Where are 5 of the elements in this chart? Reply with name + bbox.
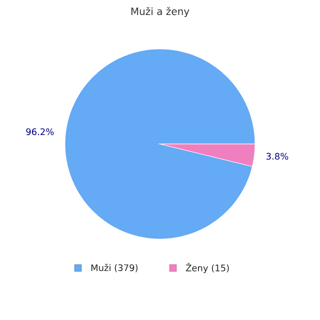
legend-label: Muži (379) <box>91 264 138 272</box>
data-label: 3.8% <box>266 152 288 160</box>
legend-label: Ženy (15) <box>186 262 229 274</box>
data-label: 96.2% <box>26 128 54 136</box>
chart-title: Muži a ženy <box>131 6 190 18</box>
